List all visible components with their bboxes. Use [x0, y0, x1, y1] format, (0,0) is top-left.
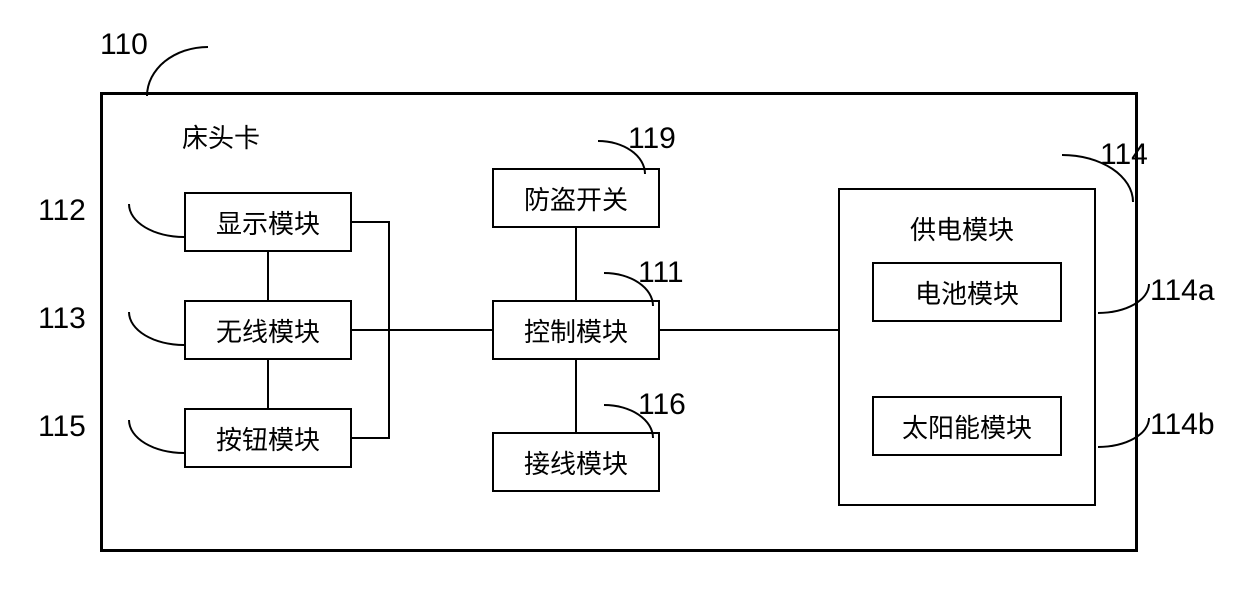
node-solar-ref: 114b [1150, 408, 1215, 442]
node-control-label: 控制模块 [524, 312, 628, 349]
node-display-label: 显示模块 [216, 204, 320, 241]
outer-title: 床头卡 [182, 118, 260, 155]
leader-arc [1098, 418, 1150, 448]
diagram-canvas: 床头卡110供电模块114显示模块112无线模块113按钮模块115防盗开关11… [0, 0, 1240, 609]
node-wiring-label: 接线模块 [524, 444, 628, 481]
node-solar-label: 太阳能模块 [902, 408, 1032, 445]
node-battery-ref: 114a [1150, 274, 1215, 308]
node-wireless: 无线模块 [184, 300, 352, 360]
leader-arc [1098, 284, 1150, 314]
node-battery: 电池模块 [872, 262, 1062, 322]
node-battery-label: 电池模块 [915, 274, 1019, 311]
node-wireless-ref: 113 [38, 302, 86, 336]
outer-ref-label: 110 [100, 28, 148, 62]
node-anti-ref: 119 [628, 122, 676, 156]
node-display-ref: 112 [38, 194, 86, 228]
node-wireless-label: 无线模块 [216, 312, 320, 349]
node-button-label: 按钮模块 [216, 420, 320, 457]
node-control: 控制模块 [492, 300, 660, 360]
node-anti: 防盗开关 [492, 168, 660, 228]
node-anti-label: 防盗开关 [524, 180, 628, 217]
node-button-ref: 115 [38, 410, 86, 444]
power-title: 供电模块 [910, 210, 1014, 247]
node-button: 按钮模块 [184, 408, 352, 468]
node-solar: 太阳能模块 [872, 396, 1062, 456]
node-wiring-ref: 116 [638, 388, 686, 422]
node-control-ref: 111 [638, 256, 684, 290]
node-wiring: 接线模块 [492, 432, 660, 492]
leader-arc [146, 46, 208, 96]
node-display: 显示模块 [184, 192, 352, 252]
